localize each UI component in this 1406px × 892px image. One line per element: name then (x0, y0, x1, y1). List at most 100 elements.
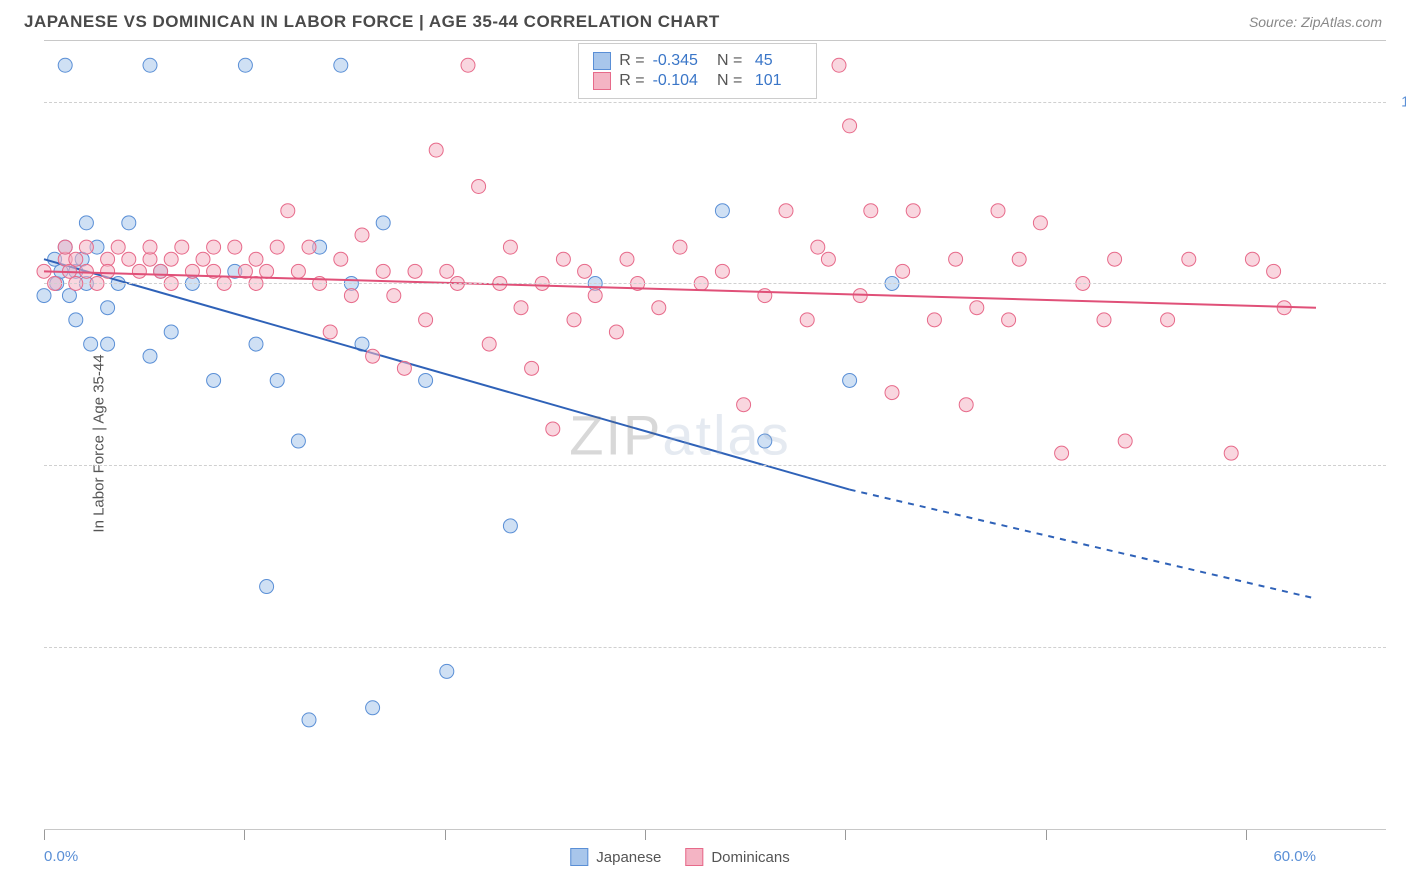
data-point (1097, 313, 1111, 327)
data-point (482, 337, 496, 351)
data-point (154, 264, 168, 278)
x-axis-ticks (44, 830, 1316, 844)
data-point (334, 58, 348, 72)
data-point (567, 313, 581, 327)
data-point (440, 664, 454, 678)
data-point (1267, 264, 1281, 278)
bottom-legend: Japanese Dominicans (570, 848, 789, 866)
data-point (270, 240, 284, 254)
x-tick (445, 830, 446, 840)
data-point (101, 301, 115, 315)
data-point (991, 204, 1005, 218)
stats-n-value: 101 (750, 72, 802, 90)
x-tick (845, 830, 846, 840)
data-point (1055, 446, 1069, 460)
data-point (811, 240, 825, 254)
data-point (101, 264, 115, 278)
data-point (143, 349, 157, 363)
data-point (461, 58, 475, 72)
legend-item: Japanese (570, 848, 661, 866)
stats-row: R = -0.345 N = 45 (593, 52, 802, 70)
data-point (949, 252, 963, 266)
data-point (419, 373, 433, 387)
x-tick (1046, 830, 1047, 840)
legend-label: Dominicans (711, 849, 789, 866)
data-point (238, 58, 252, 72)
data-point (673, 240, 687, 254)
x-axis-labels: 0.0% Japanese Dominicans 60.0% (44, 848, 1316, 878)
data-point (270, 373, 284, 387)
data-point (429, 143, 443, 157)
stats-legend-box: R = -0.345 N = 45 R =-0.104 N = 101 (578, 43, 817, 99)
data-point (440, 264, 454, 278)
data-point (503, 240, 517, 254)
data-point (896, 264, 910, 278)
data-point (344, 289, 358, 303)
data-point (69, 313, 83, 327)
data-point (79, 240, 93, 254)
data-point (1033, 216, 1047, 230)
data-point (927, 313, 941, 327)
trend-line-extrapolated (850, 490, 1316, 599)
data-point (1118, 434, 1132, 448)
data-point (609, 325, 623, 339)
data-point (111, 240, 125, 254)
data-point (652, 301, 666, 315)
data-point (472, 179, 486, 193)
data-point (1182, 252, 1196, 266)
x-min-label: 0.0% (44, 848, 78, 865)
data-point (715, 264, 729, 278)
data-point (970, 301, 984, 315)
data-point (249, 252, 263, 266)
data-point (175, 240, 189, 254)
stats-n-value: 45 (750, 52, 802, 70)
legend-swatch (593, 52, 611, 70)
source-attribution: Source: ZipAtlas.com (1249, 14, 1382, 30)
data-point (1224, 446, 1238, 460)
data-point (302, 240, 316, 254)
legend-item: Dominicans (685, 848, 789, 866)
data-point (715, 204, 729, 218)
data-point (419, 313, 433, 327)
stats-r-label: R = (619, 52, 644, 70)
data-point (1002, 313, 1016, 327)
data-point (1161, 313, 1175, 327)
data-point (366, 349, 380, 363)
data-point (84, 337, 98, 351)
x-tick (1246, 830, 1247, 840)
data-point (556, 252, 570, 266)
stats-r-value: -0.345 (653, 52, 705, 70)
data-point (79, 216, 93, 230)
legend-swatch (685, 848, 703, 866)
data-point (79, 264, 93, 278)
stats-r-label: R = (619, 72, 644, 90)
data-point (800, 313, 814, 327)
legend-label: Japanese (596, 849, 661, 866)
data-point (843, 373, 857, 387)
data-point (821, 252, 835, 266)
stats-row: R =-0.104 N = 101 (593, 72, 802, 90)
data-point (207, 373, 221, 387)
data-point (885, 386, 899, 400)
stats-n-label: N = (713, 72, 743, 90)
data-point (228, 240, 242, 254)
x-max-label: 60.0% (1273, 848, 1316, 865)
data-point (132, 264, 146, 278)
data-point (122, 252, 136, 266)
data-point (101, 337, 115, 351)
gridline (44, 647, 1386, 648)
x-tick (645, 830, 646, 840)
data-point (408, 264, 422, 278)
data-point (196, 252, 210, 266)
data-point (514, 301, 528, 315)
stats-n-label: N = (713, 52, 743, 70)
data-point (376, 216, 390, 230)
trend-line (44, 271, 1316, 307)
data-point (143, 240, 157, 254)
data-point (249, 337, 263, 351)
data-point (58, 58, 72, 72)
data-point (291, 434, 305, 448)
data-point (758, 289, 772, 303)
data-point (334, 252, 348, 266)
data-point (832, 58, 846, 72)
